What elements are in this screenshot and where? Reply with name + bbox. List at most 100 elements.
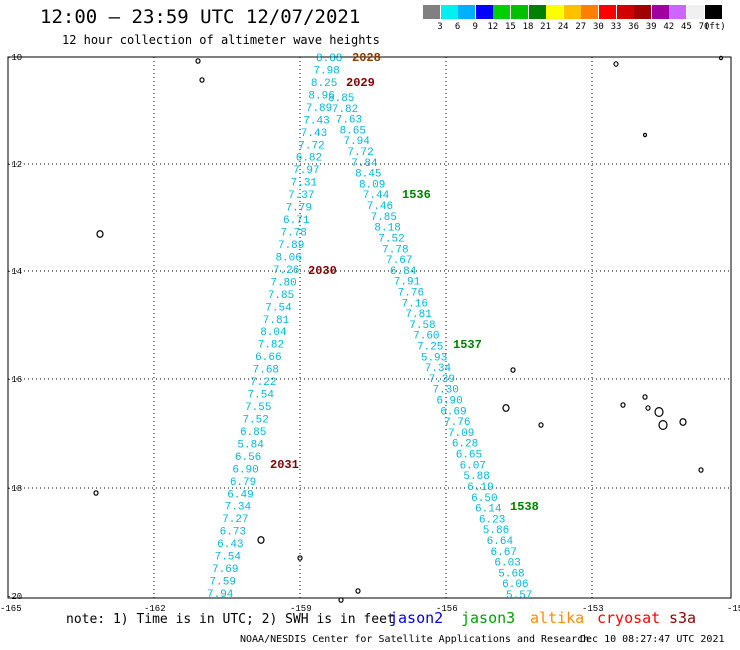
wave-height-value: 7.09 xyxy=(448,428,474,440)
wave-height-value: 7.82 xyxy=(258,340,284,352)
wave-height-value: 7.46 xyxy=(367,201,393,213)
wave-height-value: 7.59 xyxy=(210,577,236,589)
wave-height-value: 7.31 xyxy=(291,178,318,190)
wave-height-value: 7.60 xyxy=(413,331,439,343)
island-outline xyxy=(355,588,361,594)
wave-height-value: 8.45 xyxy=(355,169,381,181)
lat-tick-label: -12 xyxy=(6,160,22,170)
island-outline xyxy=(620,402,626,408)
island-outline xyxy=(93,490,99,496)
wave-height-value: 6.56 xyxy=(235,452,261,464)
lon-tick-label: -156 xyxy=(436,604,458,614)
island-outline xyxy=(257,536,265,544)
legend-label: 24 xyxy=(557,22,569,32)
wave-height-value: 7.52 xyxy=(378,233,404,245)
wave-height-value: 8.85 xyxy=(328,93,354,105)
wave-height-value: 7.25 xyxy=(417,342,443,354)
wave-height-value: 7.72 xyxy=(298,140,324,152)
wave-height-value: 7.16 xyxy=(402,298,428,310)
wave-height-value: 6.82 xyxy=(296,153,322,165)
wave-height-value: 8.18 xyxy=(374,223,400,235)
wave-height-value: 7.63 xyxy=(336,115,362,127)
wave-height-value: 6.85 xyxy=(240,427,266,439)
wave-height-value: 7.43 xyxy=(303,115,329,127)
lat-tick-label: -16 xyxy=(6,375,22,385)
wave-height-value: 8.65 xyxy=(340,125,366,137)
wave-height-value: 7.82 xyxy=(332,104,358,116)
island-outline xyxy=(642,132,648,138)
wave-height-value: 6.43 xyxy=(217,539,243,551)
legend-label: 42 xyxy=(663,22,675,32)
wave-height-value: 8.04 xyxy=(260,327,287,339)
island-outline xyxy=(645,405,651,411)
wave-height-value: 7.22 xyxy=(250,377,276,389)
legend-swatch xyxy=(616,5,634,19)
legend-swatch xyxy=(493,5,511,19)
wave-height-value: 7.34 xyxy=(425,363,452,375)
wave-height-value: 6.06 xyxy=(502,579,528,591)
wave-height-value: 8.06 xyxy=(275,252,301,264)
wave-height-value: 7.27 xyxy=(222,514,248,526)
lon-tick-label: -159 xyxy=(290,604,312,614)
wave-height-value: 7.52 xyxy=(242,414,268,426)
legend-label: 36 xyxy=(628,22,640,32)
wave-height-value: 7.54 xyxy=(265,302,292,314)
map-subtitle: 12 hour collection of altimeter wave hei… xyxy=(62,33,380,47)
island-outline xyxy=(718,55,724,61)
island-outline xyxy=(538,422,544,428)
legend-label: 21 xyxy=(540,22,552,32)
wave-height-value: 7.55 xyxy=(245,402,271,414)
lat-tick-label: -20 xyxy=(6,592,22,602)
legend-label: 9 xyxy=(472,22,478,32)
island-outline xyxy=(502,404,510,412)
legend-label: 12 xyxy=(487,22,499,32)
wave-height-value: 8.25 xyxy=(311,78,337,90)
island-outline xyxy=(679,418,687,426)
island-outline xyxy=(199,77,205,83)
wave-height-value: 7.43 xyxy=(301,128,327,140)
wave-height-value: 7.76 xyxy=(444,417,470,429)
island-outline xyxy=(642,394,648,400)
wave-height-value: 6.14 xyxy=(475,504,502,516)
legend-swatch xyxy=(704,5,722,19)
island-outline xyxy=(338,597,344,603)
legend-label: 18 xyxy=(522,22,534,32)
legend-label: 70 xyxy=(698,22,710,32)
pass-label: 2031 xyxy=(270,458,299,472)
wave-height-value: 7.81 xyxy=(263,315,290,327)
wave-height-value: 7.69 xyxy=(212,564,238,576)
wave-height-value: 6.19 xyxy=(467,482,493,494)
wave-height-value: 6.69 xyxy=(440,406,466,418)
wave-height-value: 7.98 xyxy=(313,65,339,77)
wave-height-value: 7.85 xyxy=(371,212,397,224)
lon-tick-label: -153 xyxy=(582,604,604,614)
lon-tick-label: -162 xyxy=(144,604,166,614)
legend-swatch xyxy=(669,5,687,19)
wave-height-value: 6.23 xyxy=(479,514,505,526)
generated-timestamp: Dec 10 08:27:47 UTC 2021 xyxy=(580,634,725,645)
satellite-jason2: jason2 xyxy=(389,609,444,627)
wave-height-value: 7.78 xyxy=(281,228,307,240)
pass-label: 2028 xyxy=(352,51,381,65)
legend-label: 15 xyxy=(504,22,516,32)
wave-height-value: 7.68 xyxy=(253,365,279,377)
legend-label: 33 xyxy=(610,22,622,32)
wave-height-value: 6.03 xyxy=(494,558,520,570)
legend-swatch xyxy=(563,5,581,19)
legend-unit: (ft) xyxy=(704,22,726,32)
legend-swatch xyxy=(528,5,546,19)
wave-height-value: 7.54 xyxy=(215,552,242,564)
satellite-jason3: jason3 xyxy=(461,609,516,627)
satellite-altika: altika xyxy=(530,609,585,627)
wave-height-value: 7.54 xyxy=(248,390,275,402)
legend-swatch xyxy=(546,5,564,19)
legend-label: 39 xyxy=(645,22,657,32)
wave-height-value: 6.84 xyxy=(390,266,417,278)
wave-height-value: 7.58 xyxy=(409,320,435,332)
wave-height-value: 7.89 xyxy=(278,240,304,252)
pass-label: 1538 xyxy=(510,500,539,514)
wave-height-value: 8.88 xyxy=(316,53,342,65)
legend-swatch xyxy=(581,5,599,19)
wave-height-value: 7.85 xyxy=(268,290,294,302)
